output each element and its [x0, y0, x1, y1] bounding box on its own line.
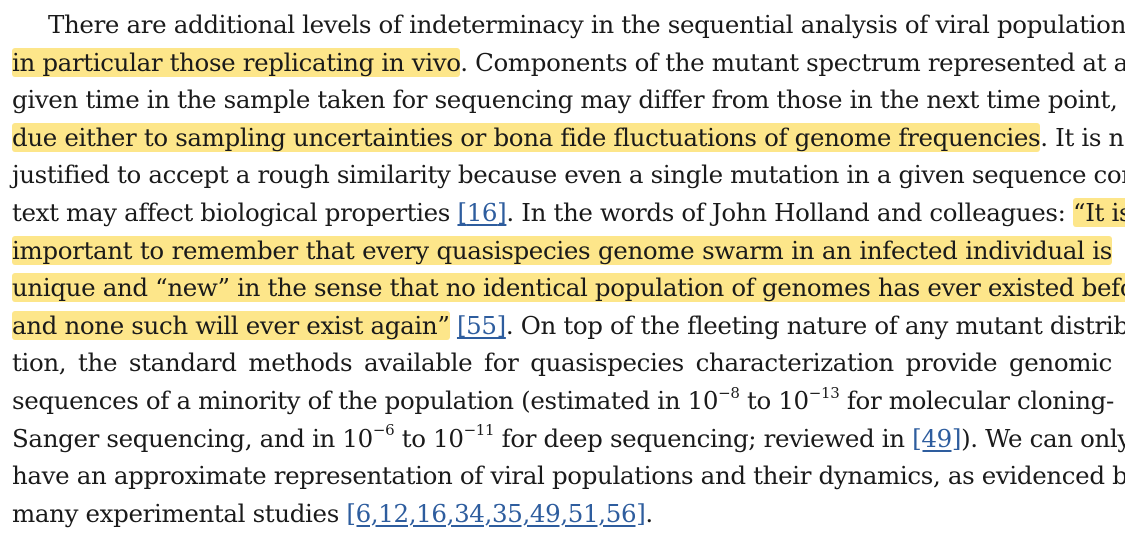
article-paragraph: There are additional levels of indetermi…: [12, 6, 1125, 533]
text-segment: [450, 311, 457, 340]
highlighted-text: “It is: [1073, 197, 1125, 227]
citation-link[interactable]: [49]: [912, 423, 962, 453]
highlighted-text: in particular those replicating in vivo: [12, 47, 461, 77]
text-segment: Sanger sequencing, and in 10: [12, 423, 373, 453]
text-segment: justified to accept a rough similarity b…: [12, 160, 1125, 190]
citation-link[interactable]: [6,12,16,34,35,49,51,56]: [346, 498, 646, 528]
text-line: unique and “new” in the sense that no id…: [12, 269, 1125, 307]
citation-link[interactable]: [55]: [456, 310, 506, 340]
text-segment: many experimental studies: [12, 498, 347, 528]
text-segment: . Components of the mutant spectrum repr…: [460, 47, 1125, 77]
text-segment: for molecular cloning-: [839, 385, 1114, 415]
text-line: text may affect biological properties [1…: [12, 194, 1125, 232]
text-segment: ). We can only: [961, 423, 1125, 453]
text-segment: . It is not: [1040, 122, 1125, 152]
highlighted-text: due either to sampling uncertainties or …: [12, 122, 1041, 152]
superscript-exponent: −11: [463, 421, 495, 440]
text-segment: sequences of a minority of the populatio…: [12, 385, 719, 415]
text-line: tion, the standard methods available for…: [12, 344, 1112, 382]
text-segment: . On top of the fleeting nature of any m…: [505, 310, 1125, 340]
highlighted-text: and none such will ever exist again”: [12, 310, 450, 340]
text-segment: have an approximate representation of vi…: [12, 461, 1125, 491]
text-segment: for deep sequencing; reviewed in: [494, 423, 913, 453]
text-line: given time in the sample taken for seque…: [12, 81, 1118, 119]
text-line: justified to accept a rough similarity b…: [12, 156, 1125, 194]
citation-link[interactable]: ]: [497, 197, 507, 227]
text-line: and none such will ever exist again” [55…: [12, 307, 1125, 345]
text-segment: tion, the standard methods available for…: [12, 348, 1112, 378]
superscript-exponent: −6: [372, 421, 395, 440]
text-line: in particular those replicating in vivo.…: [12, 44, 1125, 82]
text-segment: to 10: [739, 385, 809, 415]
text-line: important to remember that every quasisp…: [12, 232, 1112, 270]
text-segment: given time in the sample taken for seque…: [12, 85, 1118, 115]
text-segment: text may affect biological properties: [12, 197, 458, 227]
highlighted-text: important to remember that every quasisp…: [12, 235, 1112, 265]
text-line: There are additional levels of indetermi…: [12, 6, 1125, 44]
text-segment: There are additional levels of indetermi…: [48, 10, 1125, 39]
superscript-exponent: −8: [718, 383, 740, 402]
text-line: have an approximate representation of vi…: [12, 457, 1125, 495]
text-line: due either to sampling uncertainties or …: [12, 119, 1125, 157]
text-segment: . In the words of John Holland and colle…: [506, 197, 1074, 227]
highlighted-text: unique and “new” in the sense that no id…: [12, 273, 1125, 303]
citation-link[interactable]: 16: [466, 197, 498, 227]
text-segment: .: [645, 498, 653, 528]
text-segment: to 10: [394, 423, 464, 453]
text-line: many experimental studies [6,12,16,34,35…: [12, 495, 1112, 533]
citation-link[interactable]: [: [457, 197, 467, 227]
superscript-exponent: −13: [808, 383, 840, 402]
text-line: sequences of a minority of the populatio…: [12, 382, 1114, 420]
text-line: Sanger sequencing, and in 10−6 to 10−11 …: [12, 420, 1125, 458]
